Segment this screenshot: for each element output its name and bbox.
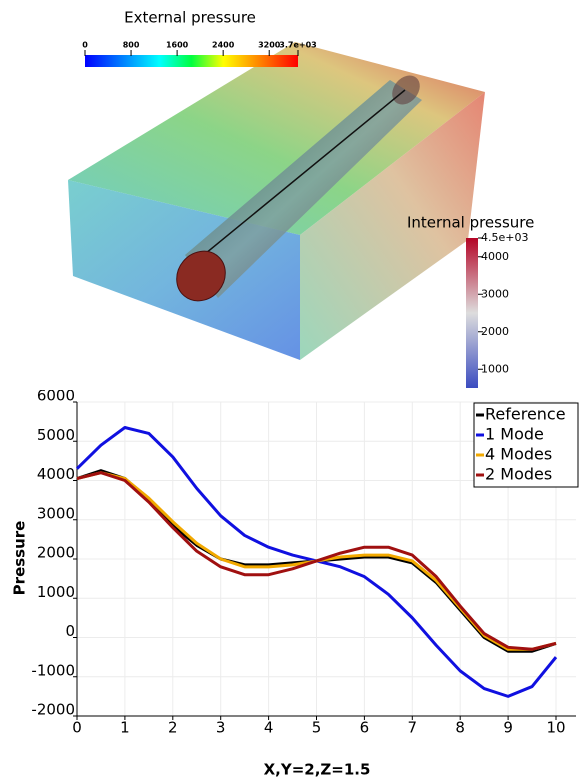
cylinder-end <box>392 75 420 105</box>
cylinder-cap <box>176 250 226 302</box>
x-tick-label: 5 <box>312 719 322 737</box>
y-tick-label: 2000 <box>37 544 75 562</box>
x-tick-label: 8 <box>455 719 465 737</box>
box-side <box>300 92 485 360</box>
legend-box <box>473 402 579 488</box>
y-tick-label: 5000 <box>37 426 75 444</box>
legend-label: 4 Modes <box>485 445 552 464</box>
colorbar-tick-label: 0 <box>82 41 88 50</box>
colorbar-tick-label: 2000 <box>481 325 509 338</box>
colorbar <box>85 55 298 67</box>
x-tick-label: 9 <box>503 719 513 737</box>
colorbar-tick-label: 3000 <box>481 287 509 300</box>
colorbar-tick-label: 4.5e+03 <box>481 231 528 244</box>
x-tick-label: 2 <box>168 719 178 737</box>
y-tick-label: -2000 <box>31 701 75 719</box>
x-tick-label: 4 <box>264 719 274 737</box>
y-axis-label: Pressure <box>11 521 29 596</box>
colorbar-tick-label: 2400 <box>212 41 235 50</box>
colorbar-tick-label: 4000 <box>481 250 509 263</box>
series-line <box>76 471 557 651</box>
colorbar-tick-label: 800 <box>123 41 140 50</box>
y-tick-label: -1000 <box>31 661 75 679</box>
x-tick-label: 7 <box>408 719 418 737</box>
colorbar-tick-label: 3.7e+03 <box>279 41 316 50</box>
y-tick-label: 1000 <box>37 583 75 601</box>
chart: X,Y=2,Z=1.5 Pressure -2000 -1000 0 1000 2000… <box>11 390 579 779</box>
legend-label: 2 Modes <box>485 465 552 484</box>
colorbar-title: Internal pressure <box>407 214 534 232</box>
y-tick-label: 4000 <box>37 465 75 483</box>
y-tick-label: 0 <box>65 622 75 640</box>
cylinder <box>185 80 422 298</box>
x-axis-label: X,Y=2,Z=1.5 <box>264 761 371 779</box>
colorbar-tick-label: 1600 <box>166 41 189 50</box>
y-tick-label: 3000 <box>37 504 75 522</box>
x-tick-label: 3 <box>216 719 226 737</box>
colorbar <box>466 238 478 388</box>
x-tick-label: 1 <box>120 719 130 737</box>
x-tick-label: 0 <box>72 719 82 737</box>
legend-label: Reference <box>485 405 566 424</box>
x-tick-label: 6 <box>360 719 370 737</box>
y-tick-label: 6000 <box>37 390 75 405</box>
colorbar-title: External pressure <box>124 9 256 27</box>
cylinder-axis <box>199 89 406 259</box>
legend-label: 1 Mode <box>485 425 544 444</box>
colorbar-tick-label: 3200 <box>258 41 281 50</box>
colorbar-tick-label: 1000 <box>481 362 509 375</box>
x-tick-label: 10 <box>546 719 565 737</box>
render-view: External pressure Internal pressure 0 800… <box>68 9 534 388</box>
